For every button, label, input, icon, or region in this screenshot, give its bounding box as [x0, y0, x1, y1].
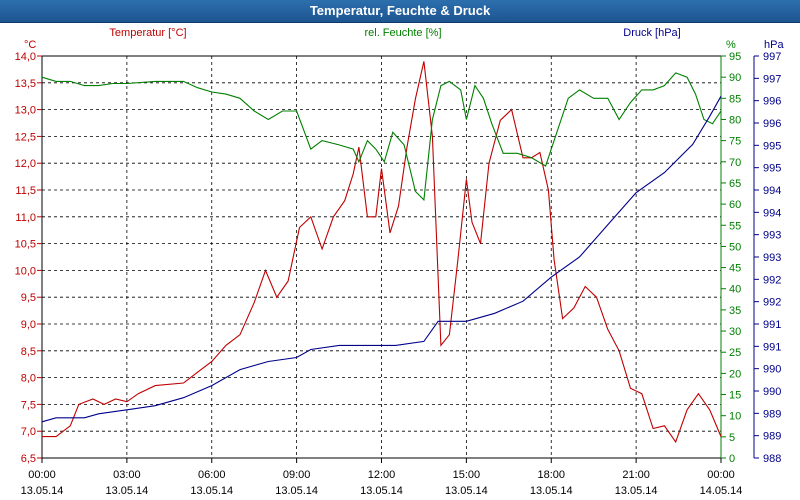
pressure-tick-label: 996	[763, 96, 781, 108]
temperature-tick-label: 13,0	[15, 105, 36, 117]
pressure-tick-label: 992	[763, 274, 781, 286]
humidity-tick-label: 50	[729, 241, 741, 253]
temperature-tick-label: 9,0	[21, 319, 36, 331]
humidity-tick-label: 65	[729, 178, 741, 190]
x-tick-date: 13.05.14	[190, 485, 233, 497]
pressure-tick-label: 995	[763, 140, 781, 152]
temperature-tick-label: 11,0	[15, 212, 36, 224]
humidity-tick-label: 25	[729, 347, 741, 359]
weather-chart: 6,5 7,0 7,5 8,0 8,5 9,0 9,5 10,0 10,5 11,0 11,5 12,…	[15, 27, 785, 497]
temperature-tick-label: 9,5	[21, 292, 36, 304]
pressure-tick-label: 989	[763, 408, 781, 420]
x-tick-time: 00:00	[28, 469, 56, 481]
x-tick-time: 03:00	[113, 469, 141, 481]
x-tick-time: 18:00	[537, 469, 565, 481]
humidity-tick-label: 45	[729, 263, 741, 275]
humidity-tick-label: 30	[729, 326, 741, 338]
window-title: Temperatur, Feuchte & Druck	[0, 0, 800, 23]
pressure-tick-label: 991	[763, 341, 781, 353]
pressure-tick-label: 991	[763, 319, 781, 331]
pressure-tick-label: 990	[763, 364, 781, 376]
legend-item: Druck [hPa]	[623, 27, 680, 39]
temperature-tick-label: 6,5	[21, 453, 36, 465]
x-tick-date: 14.05.14	[700, 485, 743, 497]
humidity-tick-label: 80	[729, 114, 741, 126]
legend-item: Temperatur [°C]	[109, 27, 186, 39]
humidity-tick-label: 20	[729, 368, 741, 380]
humidity-tick-label: 40	[729, 284, 741, 296]
temperature-tick-label: 7,0	[21, 426, 36, 438]
temperature-tick-label: 12,0	[15, 158, 36, 170]
pressure-tick-label: 994	[763, 185, 781, 197]
x-tick-time: 00:00	[707, 469, 735, 481]
humidity-tick-label: 90	[729, 72, 741, 84]
x-tick-date: 13.05.14	[275, 485, 318, 497]
temperature-tick-label: 10,0	[15, 265, 36, 277]
temperature-tick-label: 11,5	[15, 185, 36, 197]
pressure-tick-label: 994	[763, 207, 781, 219]
legend-item: rel. Feuchte [%]	[364, 27, 441, 39]
temperature-tick-label: 7,5	[21, 399, 36, 411]
series-line-humidity	[41, 72, 722, 202]
x-tick-time: 12:00	[368, 469, 396, 481]
humidity-tick-label: 5	[729, 432, 735, 444]
pressure-tick-label: 995	[763, 163, 781, 175]
humidity-tick-label: 75	[729, 136, 741, 148]
series-line-temperature	[42, 61, 722, 444]
temperature-tick-label: 10,5	[15, 239, 36, 251]
x-tick-date: 13.05.14	[615, 485, 658, 497]
x-tick-date: 13.05.14	[21, 485, 64, 497]
x-tick-time: 21:00	[622, 469, 650, 481]
temperature-tick-label: 14,0	[15, 51, 36, 63]
x-tick-time: 15:00	[453, 469, 481, 481]
x-tick-time: 06:00	[198, 469, 226, 481]
humidity-tick-label: 35	[729, 305, 741, 317]
x-tick-date: 13.05.14	[530, 485, 573, 497]
pressure-tick-label: 996	[763, 118, 781, 130]
humidity-tick-label: 95	[729, 51, 741, 63]
pressure-unit: hPa	[764, 39, 784, 51]
x-tick-time: 09:00	[283, 469, 311, 481]
humidity-tick-label: 85	[729, 93, 741, 105]
temperature-tick-label: 8,5	[21, 346, 36, 358]
humidity-tick-label: 55	[729, 220, 741, 232]
pressure-tick-label: 989	[763, 431, 781, 443]
series-line-pressure	[41, 95, 722, 423]
pressure-tick-label: 997	[763, 51, 781, 63]
temperature-tick-label: 13,5	[15, 78, 36, 90]
pressure-tick-label: 992	[763, 297, 781, 309]
pressure-tick-label: 988	[763, 453, 781, 465]
pressure-tick-label: 993	[763, 252, 781, 264]
humidity-tick-label: 60	[729, 199, 741, 211]
pressure-tick-label: 993	[763, 230, 781, 242]
pressure-tick-label: 997	[763, 73, 781, 85]
humidity-tick-label: 10	[729, 411, 741, 423]
temperature-unit: °C	[24, 39, 36, 51]
humidity-tick-label: 15	[729, 390, 741, 402]
pressure-tick-label: 990	[763, 386, 781, 398]
humidity-tick-label: 0	[729, 453, 735, 465]
humidity-unit: %	[726, 39, 736, 51]
humidity-tick-label: 70	[729, 157, 741, 169]
x-tick-date: 13.05.14	[360, 485, 403, 497]
temperature-tick-label: 8,0	[21, 373, 36, 385]
x-tick-date: 13.05.14	[445, 485, 488, 497]
x-tick-date: 13.05.14	[105, 485, 148, 497]
temperature-tick-label: 12,5	[15, 131, 36, 143]
